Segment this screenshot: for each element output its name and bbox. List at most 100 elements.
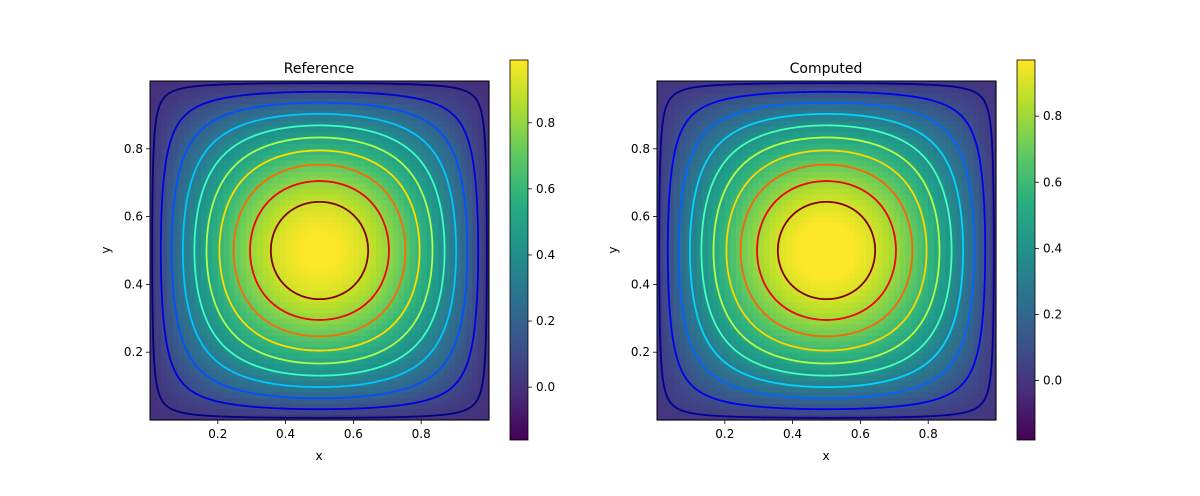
heatmap-cell (291, 233, 298, 240)
heatmap-cell (172, 143, 179, 150)
heatmap-cell (234, 222, 241, 229)
heatmap-cell (308, 256, 315, 263)
heatmap-cell (668, 103, 675, 110)
heatmap-cell (183, 340, 191, 348)
heatmap-cell (229, 233, 236, 240)
heatmap-cell (415, 335, 422, 342)
heatmap-cell (223, 131, 230, 139)
heatmap-cell (285, 120, 292, 127)
heatmap-cell (685, 386, 692, 393)
heatmap-cell (443, 171, 451, 178)
heatmap-cell (195, 273, 202, 280)
heatmap-cell (364, 148, 371, 156)
heatmap-cell (172, 97, 179, 105)
heatmap-cell (668, 126, 675, 133)
heatmap-cell (690, 290, 698, 297)
heatmap-cell (279, 295, 287, 302)
heatmap-cell (455, 357, 462, 365)
colorbar-tick-label: 0.6 (536, 182, 555, 196)
heatmap-cell (753, 205, 760, 212)
heatmap-cell (212, 335, 219, 342)
heatmap-cell (279, 318, 287, 325)
heatmap-cell (460, 267, 467, 274)
heatmap-cell (257, 137, 264, 144)
heatmap-cell (189, 273, 196, 280)
heatmap-cell (432, 199, 439, 206)
heatmap-cell (302, 97, 309, 105)
heatmap-cell (172, 290, 179, 297)
heatmap-cell (713, 408, 720, 415)
heatmap-cell (189, 295, 196, 302)
heatmap-cell (212, 374, 219, 382)
heatmap-cell (466, 216, 473, 223)
heatmap-cell (398, 216, 405, 223)
heatmap-cell (359, 329, 366, 336)
heatmap-cell (342, 165, 349, 172)
heatmap-cell (189, 239, 196, 246)
heatmap-cell (268, 329, 275, 336)
heatmap-cell (342, 114, 349, 122)
heatmap-cell (257, 267, 264, 274)
heatmap-cell (246, 290, 253, 297)
heatmap-cell (359, 182, 366, 189)
heatmap-cell (325, 103, 332, 110)
heatmap-cell (364, 126, 371, 133)
heatmap-cell (668, 278, 675, 285)
heatmap-cell (302, 386, 309, 393)
heatmap-cell (347, 233, 354, 240)
heatmap-cell (376, 380, 383, 387)
heatmap-cell (398, 284, 405, 291)
heatmap-cell (240, 273, 247, 280)
heatmap-cell (736, 222, 743, 229)
heatmap-cell (313, 340, 321, 348)
heatmap-cell (166, 222, 174, 229)
heatmap-cell (432, 357, 439, 365)
heatmap-cell (466, 137, 473, 144)
heatmap-cell (223, 227, 230, 235)
heatmap-cell (330, 340, 338, 348)
heatmap-cell (392, 267, 400, 274)
heatmap-cell (161, 261, 168, 269)
heatmap-cell (392, 109, 400, 116)
heatmap-cell (758, 318, 765, 325)
heatmap-cell (472, 120, 479, 127)
heatmap-cell (195, 182, 202, 189)
heatmap-cell (404, 290, 411, 297)
heatmap-cell (466, 256, 473, 263)
heatmap-cell (353, 199, 360, 206)
heatmap-cell (172, 256, 179, 263)
heatmap-cell (690, 154, 698, 161)
heatmap-cell (381, 160, 388, 167)
heatmap-cell (690, 403, 698, 410)
heatmap-cell (155, 239, 162, 246)
heatmap-cell (325, 267, 332, 274)
heatmap-cell (438, 137, 445, 144)
heatmap-cell (200, 340, 208, 348)
heatmap-cell (229, 160, 236, 167)
heatmap-cell (404, 154, 411, 161)
heatmap-cell (161, 290, 168, 297)
heatmap-cell (398, 374, 405, 382)
heatmap-cell (291, 103, 298, 110)
heatmap-cell (432, 177, 439, 184)
heatmap-cell (263, 160, 270, 167)
heatmap-cell (189, 374, 196, 382)
heatmap-cell (443, 307, 451, 314)
heatmap-cell (217, 250, 225, 257)
heatmap-cell (291, 318, 298, 325)
heatmap-cell (296, 273, 304, 280)
heatmap-cell (296, 369, 304, 376)
heatmap-cell (161, 210, 168, 218)
heatmap-cell (240, 284, 247, 291)
heatmap-cell (229, 216, 236, 223)
heatmap-cell (443, 256, 451, 263)
heatmap-cell (449, 307, 456, 314)
heatmap-cell (178, 352, 185, 359)
heatmap-cell (398, 233, 405, 240)
heatmap-cell (268, 323, 275, 331)
heatmap-cell (707, 227, 715, 235)
heatmap-cell (472, 380, 479, 387)
heatmap-cell (217, 301, 225, 308)
heatmap-cell (195, 92, 202, 99)
heatmap-cell (212, 216, 219, 223)
